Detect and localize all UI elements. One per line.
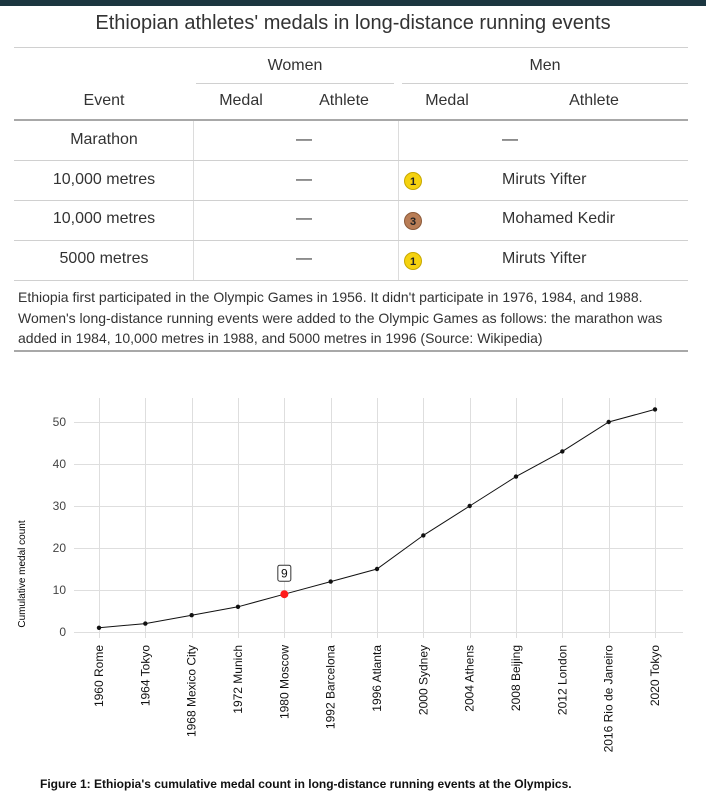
- x-tick-label: 1972 Munich: [231, 645, 245, 714]
- table-top-rule: [14, 47, 688, 48]
- x-tick-label: 2000 Sydney: [416, 645, 430, 715]
- highlight-point: [280, 590, 289, 599]
- data-point: [374, 566, 380, 572]
- row-women-athlete: —: [296, 250, 312, 267]
- data-point: [513, 474, 519, 479]
- note-line: added in 1984, 10,000 metres in 1988, an…: [18, 330, 543, 346]
- data-point: [189, 613, 194, 618]
- table-note: Ethiopia first participated in the Olymp…: [18, 287, 690, 349]
- x-tick-label: 2008 Beijing: [509, 645, 523, 711]
- group-underline-women: [196, 83, 394, 84]
- highlight-label-box: [277, 564, 292, 582]
- note-line: Ethiopia first participated in the Olymp…: [18, 289, 643, 305]
- data-point: [421, 533, 426, 538]
- bronze-medal-icon: 3: [404, 212, 422, 230]
- group-header-women: Women: [267, 57, 323, 74]
- data-point: [235, 604, 241, 609]
- row-event: 10,000 metres: [52, 210, 156, 227]
- header-rule: [14, 119, 688, 121]
- data-point: [652, 407, 658, 412]
- x-tick-label: 2012 London: [555, 645, 569, 715]
- note-line: Women's long-distance running events wer…: [18, 309, 663, 326]
- col-header-men-medal: Medal: [425, 92, 469, 109]
- x-axis-ticks: 1960 Rome 1964 Tokyo 1968 Mexico City 1972 …: [92, 645, 662, 753]
- y-tick-label: 10: [53, 583, 67, 597]
- table-bottom-rule: [14, 350, 688, 352]
- y-axis-label: Cumulative medal count: [17, 520, 28, 627]
- x-tick-label: 1996 Atlanta: [370, 645, 384, 712]
- row-women-athlete: —: [296, 171, 312, 188]
- x-tick-label: 2020 Tokyo: [648, 645, 662, 706]
- row-women-athlete: —: [296, 210, 312, 227]
- y-tick-label: 0: [59, 625, 66, 639]
- col-header-men-athlete: Athlete: [569, 92, 619, 109]
- row-rule: [14, 240, 688, 241]
- row-rule: [14, 160, 688, 161]
- gold-medal-icon: 1: [404, 252, 422, 270]
- x-tick-label: 2016 Rio de Janeiro: [602, 645, 616, 753]
- group-header-men: Men: [529, 57, 561, 74]
- x-tick-label: 1992 Barcelona: [324, 645, 338, 729]
- col-header-women-medal: Medal: [219, 92, 263, 109]
- row-men-athlete: —: [502, 131, 518, 148]
- col-header-event: Event: [83, 92, 125, 109]
- col-header-women-athlete: Athlete: [319, 92, 369, 109]
- row-women-athlete: —: [296, 131, 312, 148]
- row-men-athlete: Mohamed Kedir: [502, 210, 615, 227]
- row-event: 10,000 metres: [52, 171, 156, 188]
- y-tick-label: 30: [53, 499, 67, 513]
- x-tick-label: 1980 Moscow: [277, 645, 291, 719]
- series-points: [96, 407, 658, 630]
- data-point: [467, 503, 472, 509]
- chart-grid: [74, 398, 683, 638]
- y-tick-label: 40: [53, 457, 67, 471]
- gold-medal-icon: 1: [404, 172, 422, 190]
- data-point: [96, 625, 102, 630]
- x-tick-label: 1964 Tokyo: [138, 645, 152, 706]
- y-tick-label: 20: [53, 541, 67, 555]
- highlight-annotation: 9: [277, 564, 292, 599]
- group-underline-men: [402, 83, 688, 84]
- y-tick-label: 50: [53, 415, 67, 429]
- figure-caption: Figure 1: Ethiopia's cumulative medal co…: [40, 777, 572, 791]
- row-rule: [14, 200, 688, 201]
- x-tick-label: 2004 Athens: [463, 645, 477, 712]
- x-tick-label: 1960 Rome: [92, 645, 106, 707]
- row-event: 5000 metres: [59, 250, 149, 267]
- cumulative-medal-chart: 0 10 20 30 40 50 1960 Rome 1964 Tokyo 1968 Mexi…: [17, 398, 683, 753]
- row-men-athlete: Miruts Yifter: [502, 250, 587, 267]
- data-point: [328, 579, 333, 584]
- y-axis-ticks: 0 10 20 30 40 50: [53, 415, 67, 639]
- highlight-label: 9: [281, 567, 288, 581]
- row-event: Marathon: [70, 131, 138, 148]
- row-men-athlete: Miruts Yifter: [502, 171, 587, 188]
- row-rule: [14, 280, 688, 281]
- data-point: [606, 419, 611, 425]
- data-point: [560, 449, 565, 454]
- data-point: [143, 621, 148, 626]
- page-title: Ethiopian athletes' medals in long-dista…: [95, 12, 611, 34]
- top-bar: [0, 0, 706, 6]
- x-tick-label: 1968 Mexico City: [185, 645, 199, 737]
